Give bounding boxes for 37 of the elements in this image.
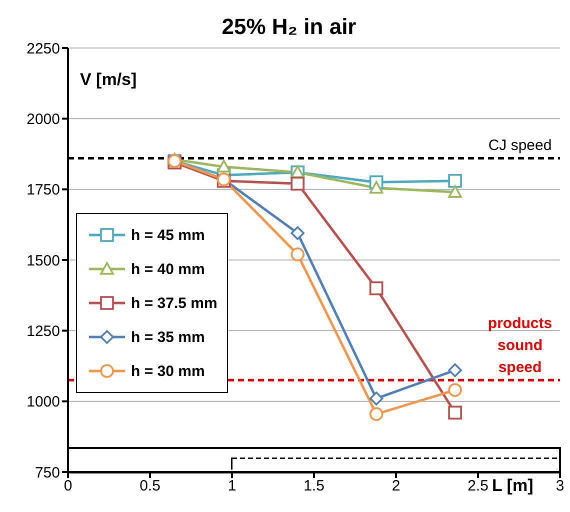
point: [216, 160, 231, 172]
y-tick-label: 2250: [26, 40, 60, 58]
y-tick-label: 1750: [26, 182, 60, 199]
y-tick-label: 1000: [26, 394, 60, 411]
point: [448, 406, 462, 420]
point: [369, 407, 384, 421]
ref-line-label: products sound speed: [488, 315, 552, 376]
legend-label: h = 37.5 mm: [131, 294, 218, 312]
point: [448, 363, 462, 378]
point: [369, 392, 384, 406]
y-axis-title: V [m/s]: [80, 70, 137, 90]
y-tick-label: 750: [34, 464, 60, 482]
x-tick-label: 2.5: [468, 478, 488, 495]
legend-label: h = 30 mm: [131, 362, 205, 380]
chart-title: 25% H₂ in air: [220, 14, 358, 40]
point: [290, 247, 304, 262]
x-tick-label: 3: [556, 478, 564, 495]
point: [448, 174, 462, 188]
point: [369, 181, 384, 194]
y-tick-label: 1500: [26, 252, 60, 270]
point: [448, 185, 462, 198]
y-tick-label: 2000: [26, 110, 60, 128]
point: [290, 176, 304, 191]
x-tick-label: 0: [64, 478, 72, 495]
legend-label: h = 45 mm: [131, 226, 205, 244]
y-tick-label: 1250: [26, 322, 60, 340]
point: [369, 281, 384, 296]
point: [448, 383, 462, 397]
point: [290, 226, 304, 240]
legend-label: h = 35 mm: [131, 328, 205, 346]
x-tick-label: 1.5: [304, 478, 324, 495]
x-tick-label: 2: [392, 478, 400, 495]
x-tick-label: 1: [228, 478, 236, 495]
x-tick-label: 0.5: [140, 478, 160, 495]
legend-label: h = 40 mm: [131, 260, 205, 278]
x-axis-title: L [m]: [490, 476, 536, 496]
ref-line-label: CJ speed: [488, 137, 552, 154]
